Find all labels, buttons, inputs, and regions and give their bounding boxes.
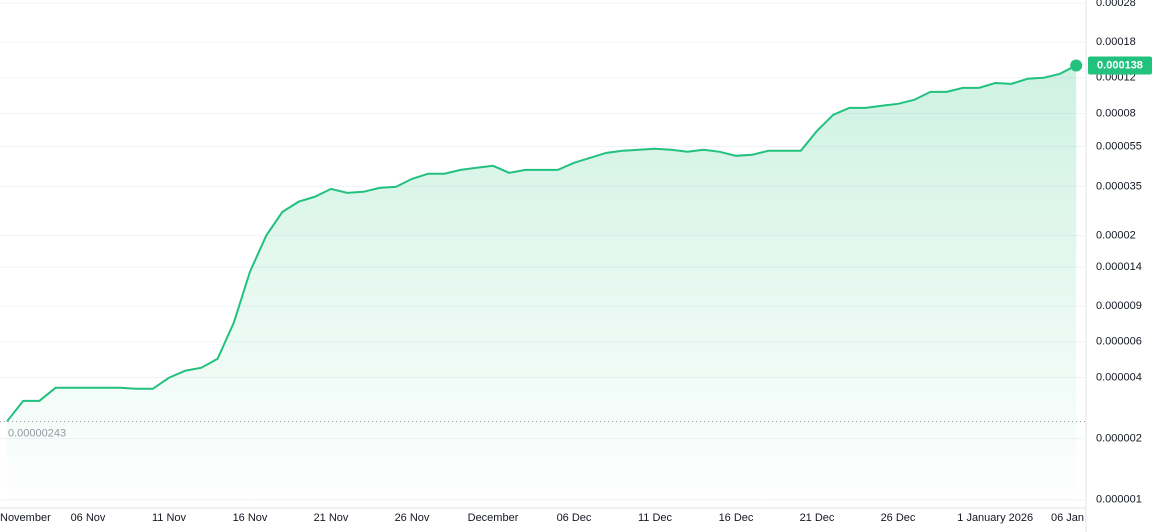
y-tick-label: 0.000009 [1096, 300, 1142, 312]
y-tick-label: 0.000001 [1096, 494, 1142, 506]
y-tick-label: 0.000006 [1096, 336, 1142, 348]
line [6, 64, 1077, 423]
x-tick-label: 26 Dec [881, 512, 916, 524]
y-tick-label: 0.00028 [1096, 0, 1136, 9]
y-tick-label: 0.00008 [1096, 107, 1136, 119]
x-tick-label: 26 Nov [395, 512, 430, 524]
baseline-label: 0.00000243 [8, 427, 66, 439]
x-tick-label: 11 Nov [152, 512, 187, 524]
x-tick-label: 11 Dec [638, 512, 673, 524]
y-tick-label: 0.00012 [1096, 72, 1136, 84]
area [7, 65, 1077, 508]
y-tick-label: 0.000035 [1096, 180, 1142, 192]
x-tick-label: 21 Nov [314, 512, 349, 524]
y-tick-label: 0.00002 [1096, 230, 1136, 242]
y-tick-label: 0.000055 [1096, 140, 1142, 152]
x-tick-label: 21 Dec [800, 512, 835, 524]
y-tick-label: 0.000004 [1096, 371, 1142, 383]
x-tick-label: 1 January 2026 [957, 512, 1033, 524]
y-tick-label: 0.00018 [1096, 36, 1136, 48]
last-point [1070, 59, 1083, 72]
price-label-box [1088, 56, 1152, 75]
price-label: 0.000138 [1097, 59, 1143, 71]
x-tick-label: 06 Dec [557, 512, 592, 524]
y-tick-label: 0.000014 [1096, 261, 1142, 273]
x-tick-label: November [0, 512, 51, 524]
x-tick-label: 16 Dec [719, 512, 754, 524]
y-tick-label: 0.000002 [1096, 433, 1142, 445]
x-tick-label: 06 Nov [71, 512, 106, 524]
x-tick-label: 16 Nov [233, 512, 268, 524]
x-tick-label: 06 Jan [1051, 512, 1084, 524]
x-tick-label: December [468, 512, 519, 524]
